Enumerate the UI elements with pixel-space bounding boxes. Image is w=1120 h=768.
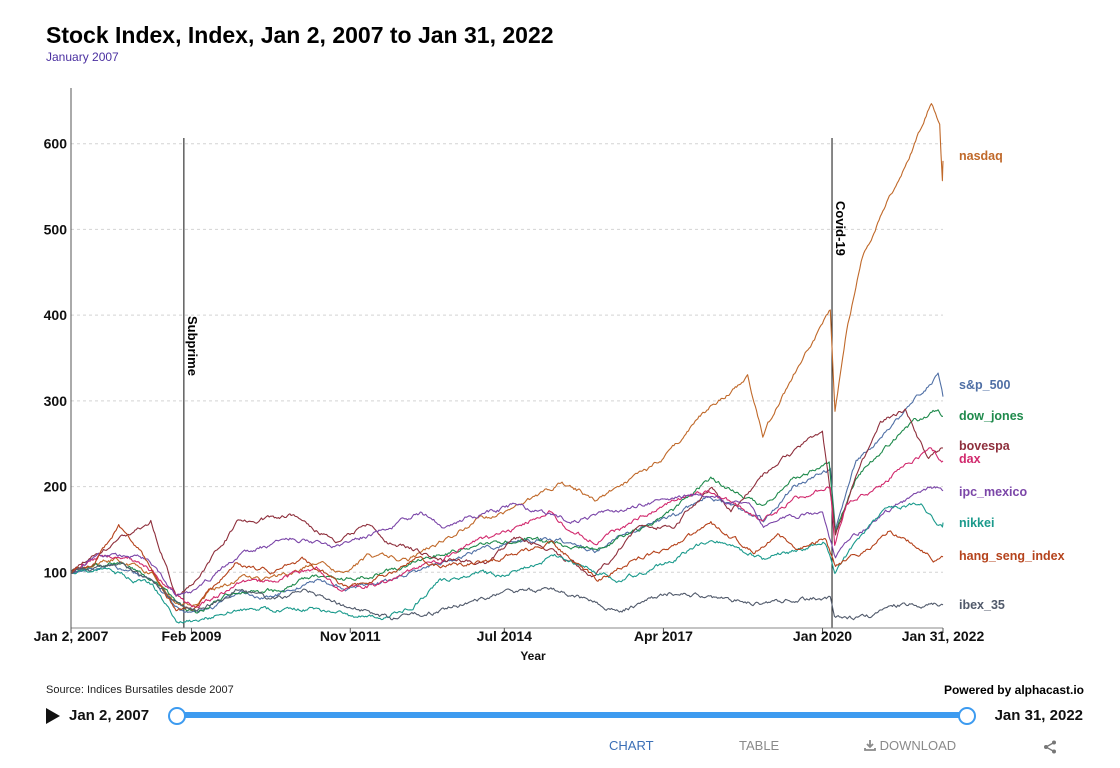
series-label: hang_seng_index [959,549,1065,563]
x-tick-label: Nov 2011 [320,628,381,644]
download-label: DOWNLOAD [879,738,957,753]
x-axis-label: Year [520,649,546,663]
y-tick-label: 100 [44,564,68,580]
series-line-s-p-500 [70,372,944,614]
series-line-dow-jones [70,409,943,614]
series-lines [70,103,944,624]
y-tick-label: 500 [44,221,68,237]
slider-end-handle[interactable] [958,707,976,725]
tab-chart[interactable]: CHART [609,738,654,753]
slider-start-label: Jan 2, 2007 [69,707,150,724]
series-line-nasdaq [70,103,944,608]
grid [71,143,943,573]
x-tick-label: Jul 2014 [477,628,532,644]
series-line-nikkei [70,502,944,624]
share-icon[interactable] [1043,740,1057,754]
series-label: nasdaq [959,149,1003,163]
x-tick-label: Feb 2009 [162,628,222,644]
series-line-bovespa [70,408,944,597]
annotation-label: Covid-19 [833,201,848,256]
tab-table[interactable]: TABLE [739,738,780,753]
series-label: nikkei [959,516,994,530]
source-note: Source: Indices Bursatiles desde 2007 [46,684,234,696]
y-tick-label: 300 [44,393,68,409]
y-tick-label: 200 [44,479,68,495]
x-tick-label: Apr 2017 [634,628,693,644]
series-label: dax [959,452,981,466]
x-axis: Jan 2, 2007 Feb 2009 Nov 2011 Jul 2014 Apr 2… [34,628,985,644]
series-label: dow_jones [959,409,1024,423]
series-line-ibex-35 [70,561,944,621]
annotation-label: Subprime [185,316,200,376]
x-tick-label: Jan 2020 [793,628,852,644]
download-icon [864,740,876,751]
page-subtitle: January 2007 [46,50,119,64]
series-line-dax [70,447,944,609]
y-tick-label: 400 [44,307,68,323]
date-range-track[interactable] [175,712,967,718]
y-axis: 100 200 300 400 500 600 [44,136,68,581]
slider-start-handle[interactable] [168,707,186,725]
slider-end-label: Jan 31, 2022 [994,707,1083,724]
view-tabs: CHART TABLE DOWNLOAD [0,738,1120,758]
tab-download[interactable]: DOWNLOAD [864,738,956,753]
page-title: Stock Index, Index, Jan 2, 2007 to Jan 3… [46,22,554,48]
annotations: Subprime Covid-19 [183,138,848,628]
series-label: ipc_mexico [959,485,1027,499]
line-chart: 100 200 300 400 500 600 Subprime Covid-19 Jan … [34,88,1065,663]
series-label: bovespa [959,439,1011,453]
powered-by: Powered by alphacast.io [943,683,1084,697]
date-range-player: Jan 2, 2007 Jan 31, 2022 [46,704,1086,728]
series-label: ibex_35 [959,598,1005,612]
x-tick-label: Jan 2, 2007 [34,628,109,644]
series-line-ipc-mexico [70,486,944,597]
play-icon[interactable] [46,708,60,724]
y-tick-label: 600 [44,136,68,152]
series-line-hang-seng-index [70,521,944,612]
series-label: s&p_500 [959,378,1010,392]
x-tick-label: Jan 31, 2022 [902,628,985,644]
